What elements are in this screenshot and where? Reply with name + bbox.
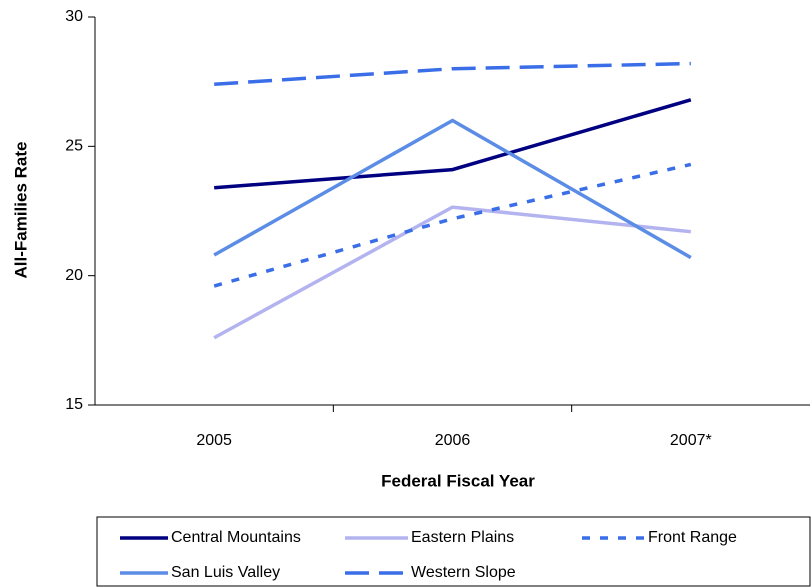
- y-tick-label: 15: [65, 396, 83, 413]
- legend-label: Front Range: [648, 529, 737, 546]
- series-line: [213, 205, 692, 340]
- legend-label: San Luis Valley: [171, 564, 280, 581]
- series-line: [214, 98, 692, 190]
- legend-box: [96, 516, 811, 587]
- series-line: [214, 61, 691, 86]
- x-tick-label: 2006: [435, 432, 471, 449]
- x-axis-title: Federal Fiscal Year: [381, 471, 535, 490]
- y-axis-title: All-Families Rate: [11, 142, 30, 279]
- y-tick-label: 20: [65, 267, 83, 284]
- x-tick-label: 2007*: [670, 432, 712, 449]
- series-line: [213, 118, 692, 260]
- legend-label: Western Slope: [411, 564, 516, 581]
- legend-label: Eastern Plains: [411, 529, 514, 546]
- x-tick-label: 2005: [196, 432, 232, 449]
- legend-label: Central Mountains: [171, 529, 301, 546]
- y-tick-label: 25: [65, 138, 83, 155]
- y-tick-label: 30: [65, 8, 83, 25]
